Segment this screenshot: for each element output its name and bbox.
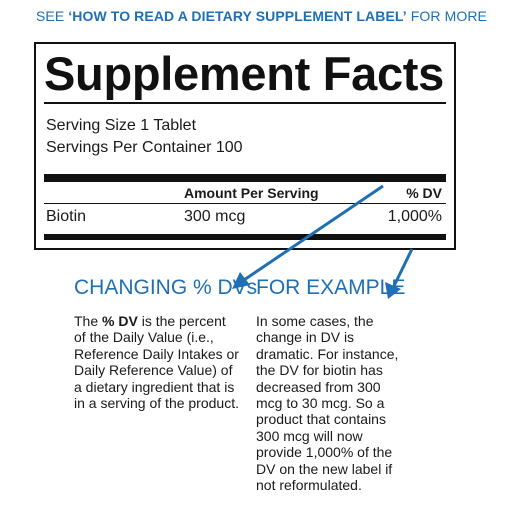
supplement-facts-panel: Supplement Facts Serving Size 1 Tablet S… bbox=[34, 42, 456, 250]
bottom-rule bbox=[44, 234, 446, 240]
serving-size: Serving Size 1 Tablet bbox=[46, 117, 197, 134]
column-header-amount: Amount Per Serving bbox=[184, 185, 319, 201]
column-header-dv: % DV bbox=[406, 185, 442, 201]
changing-dvs-paragraph: The % DV is the percent of the Daily Val… bbox=[74, 313, 239, 411]
changing-dvs-heading: CHANGING % DVs bbox=[74, 276, 258, 299]
changing-dvs-text-post: is the percent of the Daily Value (i.e.,… bbox=[74, 313, 239, 412]
header-note-prefix: SEE bbox=[35, 8, 69, 24]
changing-dvs-text-pre: The bbox=[74, 313, 103, 329]
for-example-heading: FOR EXAMPLE bbox=[256, 276, 406, 299]
for-example-paragraph: In some cases, the change in DV is drama… bbox=[256, 313, 399, 494]
nutrient-amount: 300 mcg bbox=[184, 208, 246, 225]
header-note: SEE ‘HOW TO READ A DIETARY SUPPLEMENT LA… bbox=[0, 8, 523, 24]
changing-dvs-keyword: % DV bbox=[102, 313, 138, 329]
header-note-link[interactable]: ‘HOW TO READ A DIETARY SUPPLEMENT LABEL’ bbox=[68, 8, 407, 24]
nutrient-dv: 1,000% bbox=[387, 208, 442, 225]
title-rule bbox=[44, 102, 446, 104]
nutrient-name: Biotin bbox=[46, 208, 87, 225]
thick-rule bbox=[44, 174, 446, 182]
header-rule bbox=[44, 203, 446, 204]
facts-title: Supplement Facts bbox=[44, 47, 445, 100]
header-note-suffix: FOR MORE bbox=[406, 8, 487, 24]
servings-per-container: Servings Per Container 100 bbox=[46, 139, 243, 156]
